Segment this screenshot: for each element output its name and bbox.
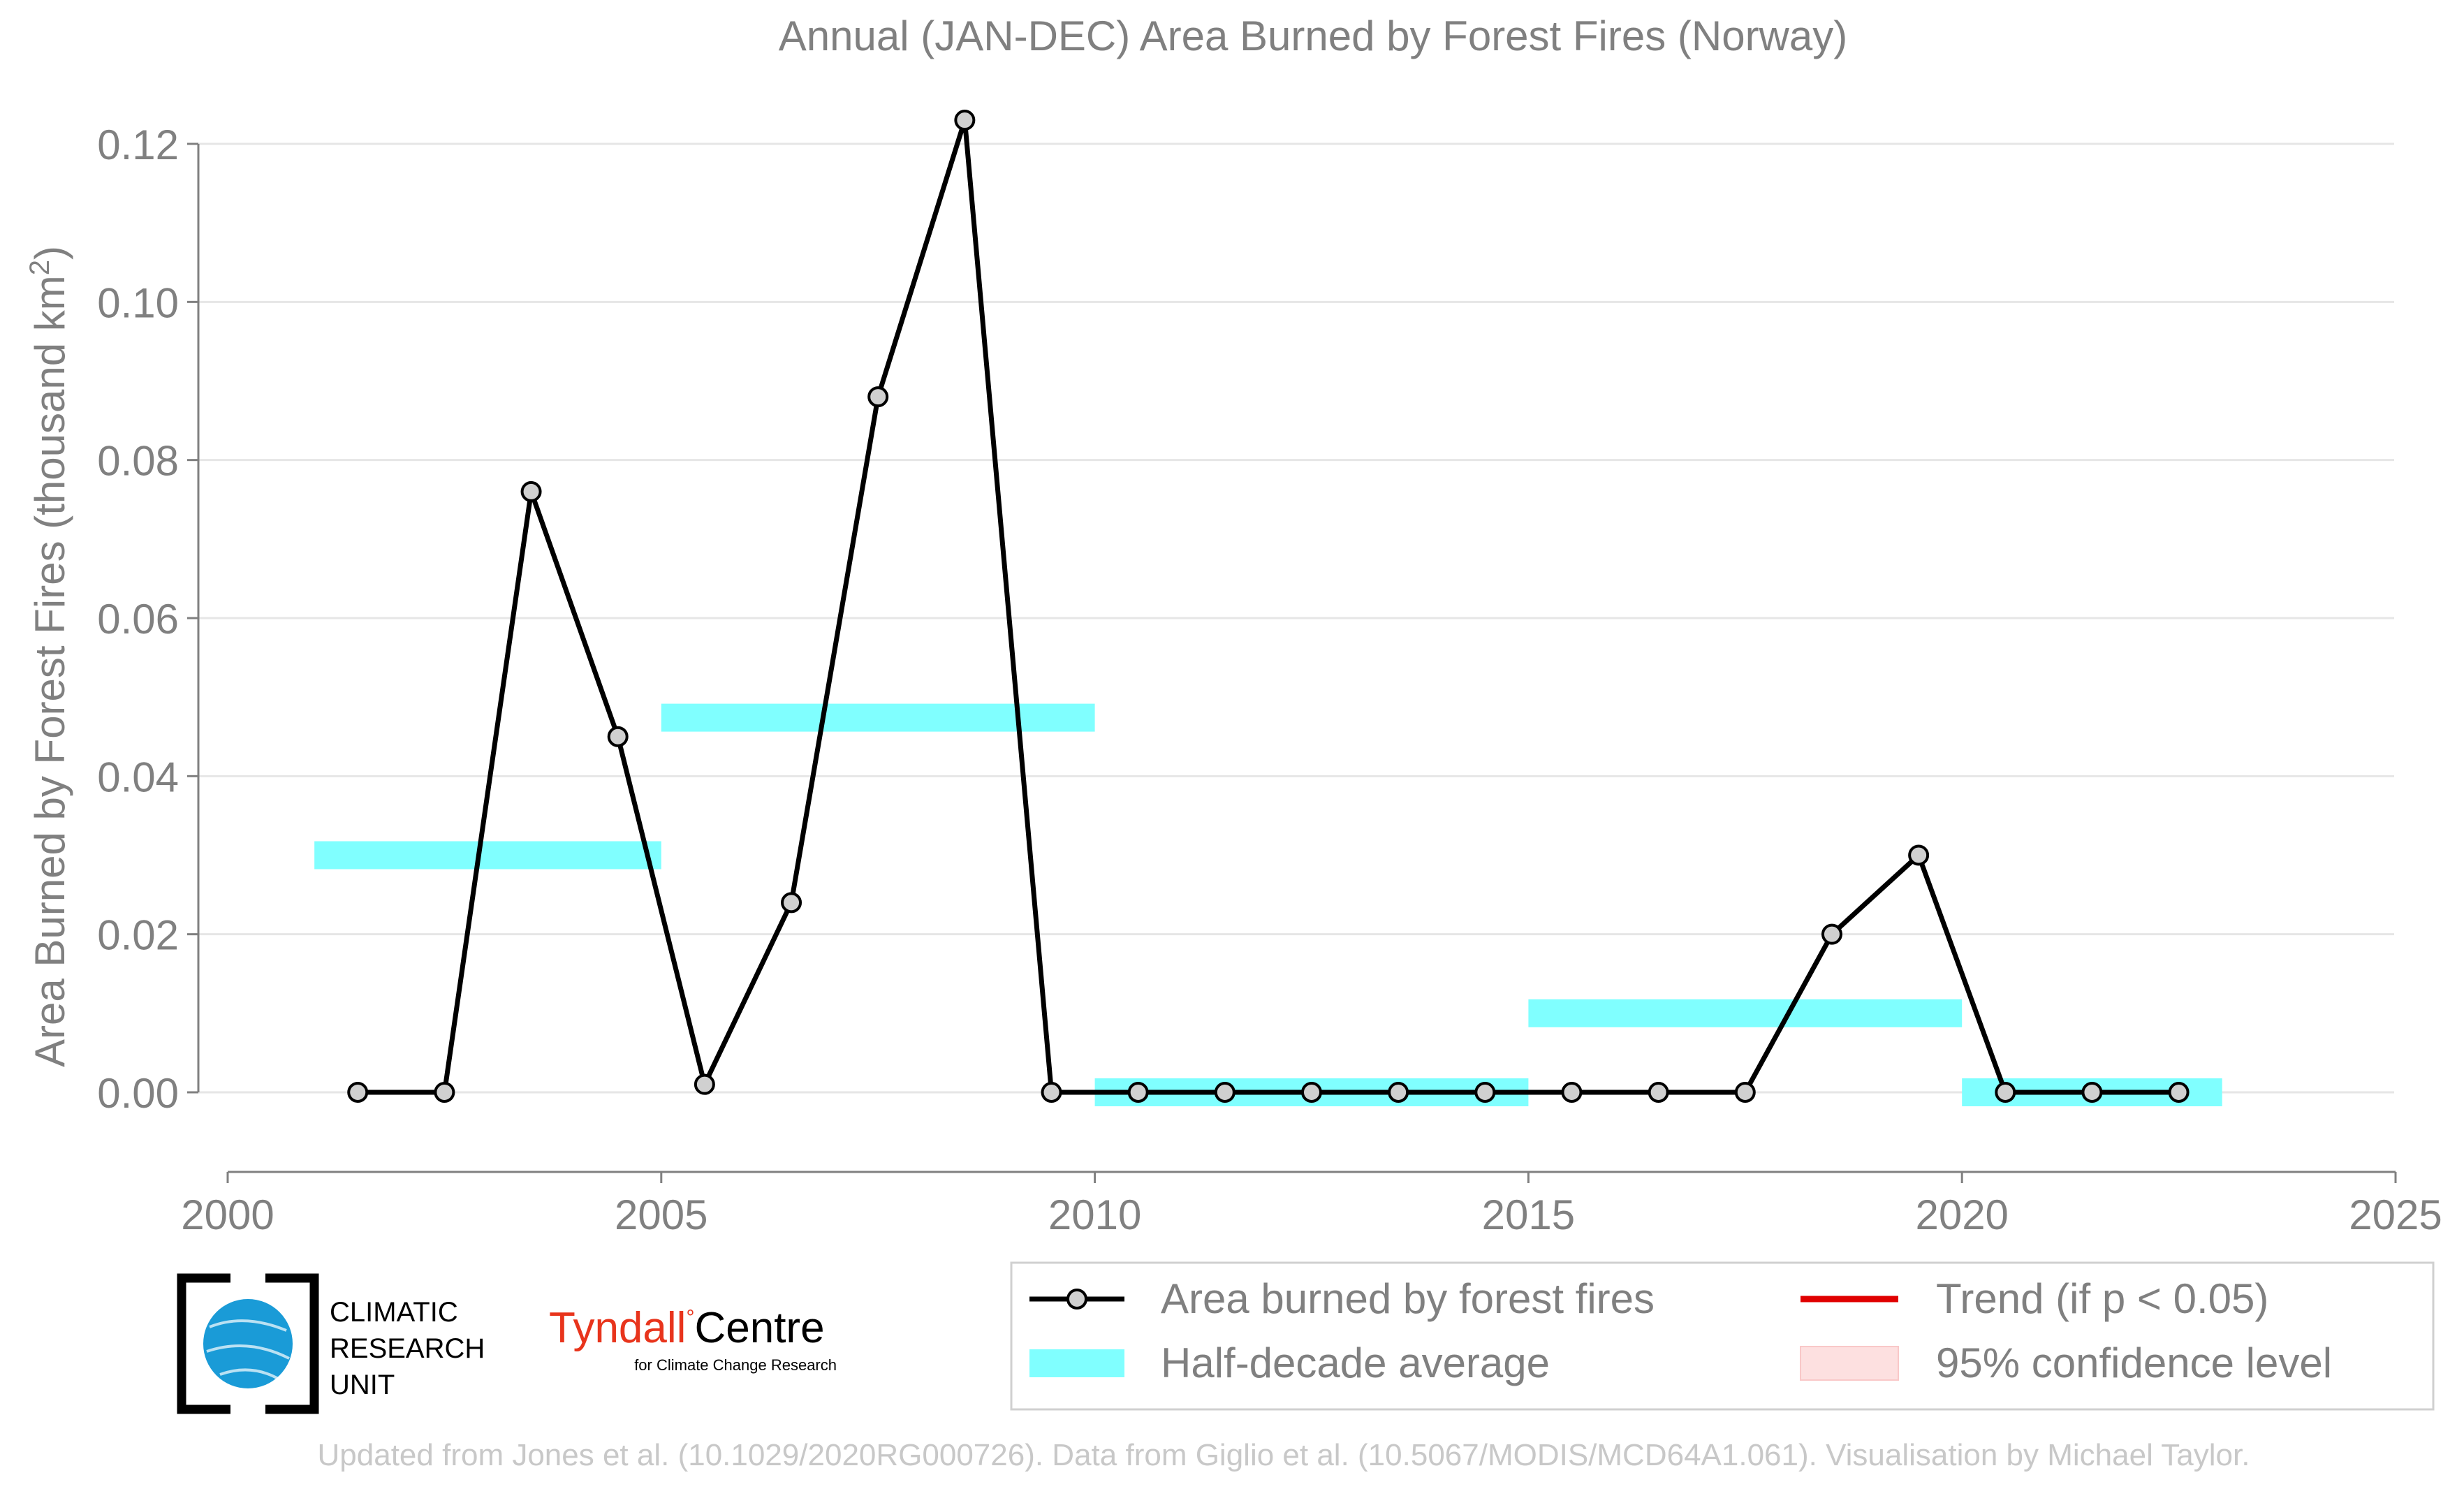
footer-credit: Updated from Jones et al. (10.1029/2020R… bbox=[318, 1438, 2250, 1472]
x-tick-label: 2020 bbox=[1915, 1191, 2008, 1238]
cru-globe-swirl-2 bbox=[206, 1344, 290, 1360]
y-tick-label: 0.02 bbox=[97, 912, 179, 959]
legend-swatch-confidence bbox=[1800, 1346, 1899, 1381]
half-decade-average-bar bbox=[314, 841, 661, 870]
y-tick-label: 0.10 bbox=[97, 279, 179, 326]
x-tick-label: 2000 bbox=[181, 1191, 274, 1238]
tyndall-title-main: Tyndall bbox=[549, 1304, 686, 1352]
data-point bbox=[1041, 1082, 1062, 1103]
y-axis-label-superscript: 2 bbox=[24, 260, 55, 275]
legend-label-confidence: 95% confidence level bbox=[1936, 1340, 2332, 1386]
legend-swatch-series-marker bbox=[1066, 1289, 1087, 1310]
y-tick-label: 0.00 bbox=[97, 1070, 179, 1117]
cru-logo-bracket-left bbox=[177, 1273, 230, 1414]
y-tick-label: 0.06 bbox=[97, 596, 179, 643]
cru-text-line-1: CLIMATIC bbox=[330, 1297, 458, 1328]
data-point bbox=[347, 1082, 369, 1103]
legend-label-series: Area burned by forest fires bbox=[1161, 1275, 1655, 1322]
cru-logo-bracket-right bbox=[265, 1273, 319, 1414]
cru-text-line-3: UNIT bbox=[330, 1370, 395, 1400]
data-point bbox=[1734, 1082, 1756, 1103]
x-tick-label: 2015 bbox=[1482, 1191, 1575, 1238]
x-tick-label: 2025 bbox=[2349, 1191, 2442, 1238]
data-point bbox=[607, 726, 629, 747]
tyndall-title-centre: Centre bbox=[694, 1304, 824, 1352]
tyndall-logo: Tyndall°Centre for Climate Change Resear… bbox=[549, 1304, 837, 1374]
axes: 0.00 0.02 0.04 0.06 0.08 0.10 0.12 2000 2005 2010… bbox=[97, 122, 2442, 1238]
grid-lines bbox=[191, 142, 2394, 1094]
data-point bbox=[520, 481, 542, 502]
data-point bbox=[1821, 923, 1842, 945]
legend-swatch-half-decade bbox=[1029, 1349, 1124, 1377]
data-point bbox=[1995, 1082, 2016, 1103]
legend: Area burned by forest fires Half-decade … bbox=[1010, 1261, 2435, 1411]
data-point bbox=[2081, 1082, 2103, 1103]
y-tick-label: 0.08 bbox=[97, 438, 179, 485]
cru-text-line-2: RESEARCH bbox=[330, 1333, 485, 1364]
tyndall-subtitle: for Climate Change Research bbox=[634, 1356, 837, 1374]
y-axis-label: Area Burned by Forest Fires (thousand km… bbox=[24, 246, 73, 1067]
data-point bbox=[434, 1082, 455, 1103]
y-axis-label-close: ) bbox=[27, 246, 73, 260]
data-point bbox=[1648, 1082, 1669, 1103]
cru-globe-icon bbox=[203, 1299, 293, 1388]
chart-title: Annual (JAN-DEC) Area Burned by Forest F… bbox=[779, 13, 1847, 59]
data-point bbox=[1561, 1082, 1583, 1103]
tyndall-title: Tyndall°Centre bbox=[549, 1304, 825, 1352]
data-point bbox=[1388, 1082, 1409, 1103]
legend-label-trend: Trend (if p < 0.05) bbox=[1936, 1275, 2268, 1322]
data-point bbox=[954, 110, 976, 131]
data-point bbox=[1908, 844, 1930, 866]
x-tick-label: 2005 bbox=[615, 1191, 707, 1238]
cru-globe-swirl-1 bbox=[209, 1319, 287, 1332]
data-point bbox=[1214, 1082, 1235, 1103]
data-point bbox=[694, 1073, 715, 1095]
tyndall-degree-mark: ° bbox=[686, 1306, 694, 1329]
half-decade-average-bar bbox=[661, 703, 1095, 732]
data-point bbox=[867, 386, 889, 408]
series-line bbox=[358, 117, 2179, 1095]
series-area-burned bbox=[347, 110, 2190, 1103]
data-point bbox=[1474, 1082, 1496, 1103]
data-point bbox=[781, 892, 802, 914]
cru-globe-swirl-3 bbox=[219, 1368, 280, 1381]
data-point bbox=[2168, 1082, 2190, 1103]
legend-label-half-decade: Half-decade average bbox=[1161, 1340, 1550, 1386]
y-tick-label: 0.12 bbox=[97, 122, 179, 168]
legend-frame bbox=[1010, 1261, 2435, 1411]
x-tick-label: 2010 bbox=[1048, 1191, 1141, 1238]
y-tick-label: 0.04 bbox=[97, 754, 179, 800]
data-point bbox=[1127, 1082, 1149, 1103]
data-point bbox=[1301, 1082, 1322, 1103]
cru-logo: CLIMATIC RESEARCH UNIT bbox=[177, 1273, 485, 1414]
half-decade-average-bar bbox=[1528, 999, 1963, 1027]
